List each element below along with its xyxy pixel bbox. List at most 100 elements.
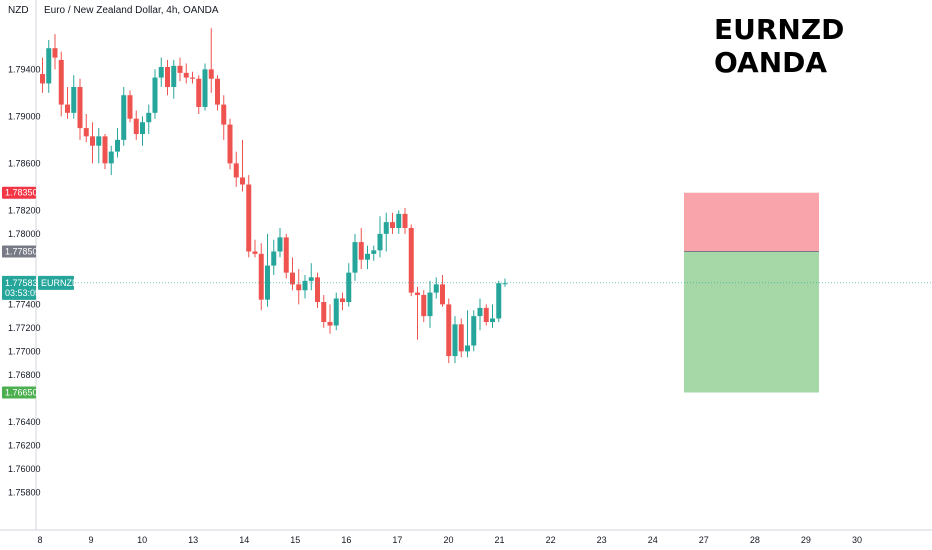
candle-body [302,280,308,291]
candle-body [252,251,258,254]
candle-body [352,242,358,273]
candle-body [221,104,227,125]
candle-body [452,324,458,357]
candle-body [46,48,52,84]
candle-body [277,237,283,252]
candle-body [327,321,333,326]
candle-body [102,136,108,164]
candle-body [140,122,145,134]
candle-body [121,95,127,140]
current-price-badge-bg [2,275,36,300]
price-badges: 1.78350 1.77850 1.76650 1.7758303:53:05EURN… [2,186,79,399]
candle-body [358,242,364,260]
candle-body [283,237,289,273]
watermark-exchange: OANDA [714,46,827,79]
y-tick-label: 1.77400 [8,299,41,309]
y-tick-label: 1.77200 [8,323,41,333]
y-axis: 1.79400 1.79000 1.78600 1.78200 1.78000 1.774… [8,64,41,497]
candle-body [415,292,420,295]
candle-body [233,163,239,178]
candle-body [496,283,502,319]
candle-body [433,284,439,293]
candle-body [77,86,83,129]
x-tick-label: 15 [290,535,300,545]
entry-price-badge-text: 1.77850 [5,246,38,256]
x-tick-label: 28 [750,535,760,545]
x-tick-label: 30 [852,535,862,545]
x-tick-label: 24 [648,535,658,545]
candle-body [365,253,370,260]
x-tick-label: 16 [341,535,351,545]
long-position-tool[interactable] [684,192,819,393]
x-tick-label: 21 [495,535,505,545]
y-tick-label: 1.78000 [8,229,41,239]
candle-body [171,65,177,87]
candle-body [321,302,327,322]
candle-body [202,69,208,107]
candle-body [440,284,445,305]
candle-body [52,48,58,58]
candle-body [246,184,252,252]
y-tick-label: 1.78200 [8,205,41,215]
candle-body [427,292,433,317]
x-tick-label: 9 [89,535,94,545]
candle-body [40,74,45,84]
candle-body [477,307,483,317]
stop-price-badge-text: 1.78350 [5,188,38,198]
candle-body [127,95,133,119]
x-tick-label: 29 [801,535,811,545]
candle-body [390,222,395,228]
entry-price-badge-bg [2,245,36,258]
candle-body [290,272,295,285]
take-profit-zone [684,251,819,393]
candle-body [183,72,189,78]
candle-body [383,222,389,234]
candle-body [208,69,214,79]
candle-body [408,227,414,293]
x-tick-label: 14 [239,535,249,545]
x-tick-label: 13 [188,535,198,545]
x-tick-label: 27 [699,535,709,545]
chart-title: Euro / New Zealand Dollar, 4h, OANDA [44,5,219,16]
candle-body [83,128,89,137]
candle-body [227,124,233,164]
candle-body [258,253,264,300]
candle-body [115,139,120,152]
countdown-text: 03:53:05 [5,288,40,298]
y-tick-label: 1.76000 [8,464,41,474]
y-tick-label: 1.77000 [8,346,41,356]
candles [40,28,508,364]
y-tick-label: 1.78600 [8,158,41,168]
candle-body [90,136,95,146]
candle-body [271,251,277,266]
x-axis: 8 9 10 13 14 15 16 17 20 21 22 23 24 27 28 29 30 [37,535,861,545]
current-price-text: 1.77583 [5,278,38,288]
x-tick-label: 8 [37,535,42,545]
target-price-badge-bg [2,386,36,399]
candle-body [471,316,477,346]
candle-body [58,59,64,105]
candle-body [396,213,402,228]
candle-body [133,118,139,134]
y-tick-label: 1.75800 [8,487,41,497]
x-tick-label: 22 [546,535,556,545]
stop-loss-zone [684,192,819,252]
candle-body [490,318,495,322]
candle-body [158,67,164,78]
candle-body [108,151,114,164]
candle-body [333,298,339,326]
y-tick-label: 1.79000 [8,111,41,121]
candle-body [458,324,464,352]
candle-body [371,250,377,254]
candle-body [308,277,314,281]
symbol-badge-text: EURNZD [41,278,79,288]
candle-body [215,78,220,105]
candle-body [96,136,102,146]
candle-body [402,213,408,228]
x-tick-label: 10 [137,535,147,545]
candle-body [346,272,352,303]
candle-body [177,65,183,73]
x-tick-label: 20 [443,535,453,545]
